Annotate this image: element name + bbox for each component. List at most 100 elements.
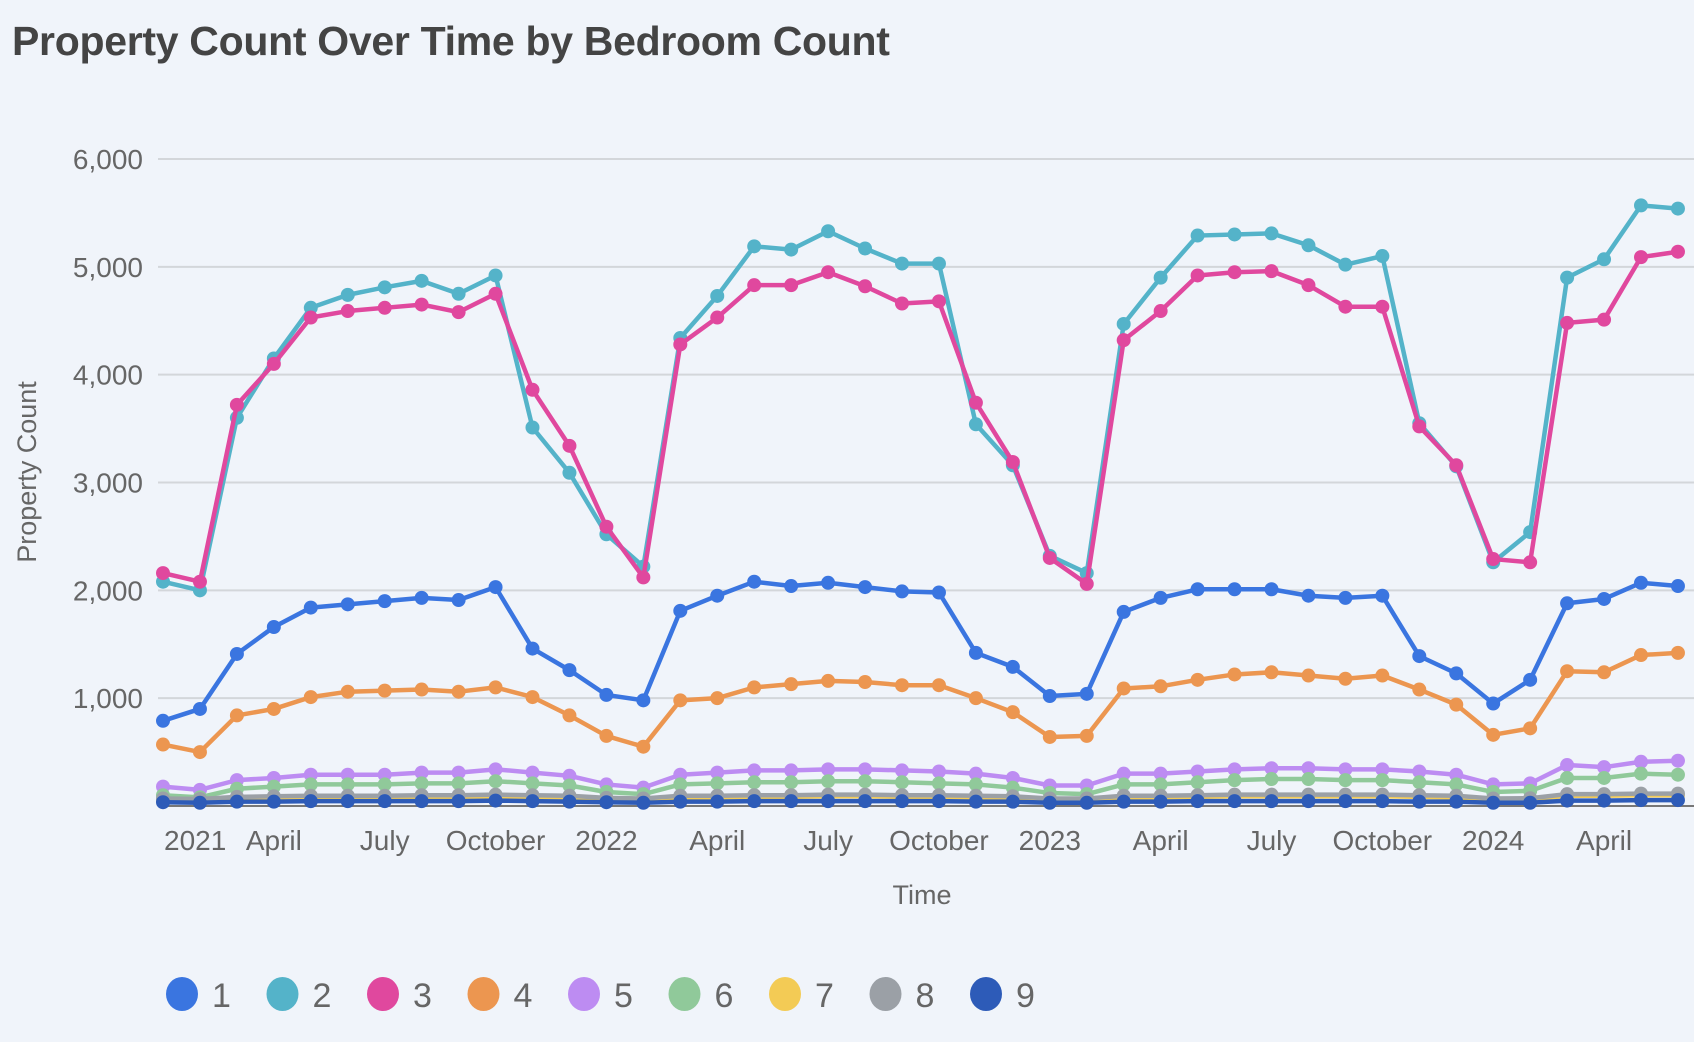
data-point[interactable]	[1634, 648, 1648, 663]
data-point[interactable]	[488, 680, 503, 695]
data-point[interactable]	[1153, 794, 1168, 809]
legend-item-4[interactable]: 4	[467, 977, 533, 1015]
data-point[interactable]	[488, 268, 503, 283]
data-point[interactable]	[377, 777, 392, 792]
data-point[interactable]	[562, 438, 577, 453]
data-point[interactable]	[1116, 681, 1131, 696]
data-point[interactable]	[229, 794, 244, 809]
data-point[interactable]	[1338, 299, 1353, 314]
data-point[interactable]	[451, 776, 466, 791]
legend-item-5[interactable]: 5	[568, 977, 633, 1015]
data-point[interactable]	[1116, 777, 1131, 792]
data-point[interactable]	[1597, 793, 1612, 808]
data-point[interactable]	[1190, 268, 1205, 283]
data-point[interactable]	[1560, 270, 1575, 285]
data-point[interactable]	[1412, 764, 1427, 779]
data-point[interactable]	[784, 242, 799, 257]
data-point[interactable]	[968, 777, 983, 792]
data-point[interactable]	[710, 765, 725, 780]
data-point[interactable]	[1005, 770, 1020, 785]
data-point[interactable]	[340, 777, 355, 792]
data-point[interactable]	[1375, 773, 1390, 788]
data-point[interactable]	[636, 739, 651, 754]
data-point[interactable]	[303, 300, 318, 315]
data-point[interactable]	[1153, 679, 1168, 694]
data-point[interactable]	[1375, 668, 1390, 683]
data-point[interactable]	[895, 794, 909, 809]
data-point[interactable]	[1264, 761, 1279, 776]
data-point[interactable]	[821, 673, 836, 688]
data-point[interactable]	[562, 663, 577, 678]
data-point[interactable]	[525, 765, 540, 780]
data-point[interactable]	[1153, 590, 1168, 605]
data-point[interactable]	[747, 680, 762, 695]
data-point[interactable]	[1634, 198, 1648, 213]
data-point[interactable]	[968, 417, 983, 432]
data-point[interactable]	[931, 256, 946, 271]
data-point[interactable]	[451, 684, 466, 699]
data-point[interactable]	[1486, 696, 1501, 711]
data-point[interactable]	[1042, 729, 1057, 744]
data-point[interactable]	[1634, 793, 1648, 808]
data-point[interactable]	[451, 305, 466, 320]
data-point[interactable]	[673, 603, 688, 618]
data-point[interactable]	[377, 767, 392, 782]
data-point[interactable]	[858, 774, 873, 789]
data-point[interactable]	[488, 580, 503, 595]
data-point[interactable]	[1227, 762, 1242, 777]
data-point[interactable]	[1264, 264, 1279, 279]
data-point[interactable]	[192, 795, 207, 810]
data-point[interactable]	[968, 395, 983, 410]
data-point[interactable]	[1375, 588, 1390, 603]
data-point[interactable]	[1153, 304, 1168, 319]
data-point[interactable]	[1412, 419, 1427, 434]
data-point[interactable]	[1375, 249, 1390, 264]
legend-item-7[interactable]: 7	[769, 977, 834, 1015]
data-point[interactable]	[562, 465, 577, 480]
data-point[interactable]	[303, 767, 318, 782]
data-point[interactable]	[968, 645, 983, 660]
data-point[interactable]	[1375, 794, 1390, 809]
legend-item-8[interactable]: 8	[869, 977, 935, 1015]
data-point[interactable]	[340, 794, 355, 809]
data-point[interactable]	[1597, 665, 1612, 680]
data-point[interactable]	[1449, 697, 1464, 712]
data-point[interactable]	[1190, 228, 1205, 243]
data-point[interactable]	[1338, 794, 1353, 809]
data-point[interactable]	[1670, 201, 1685, 216]
data-point[interactable]	[266, 779, 281, 794]
data-point[interactable]	[1597, 252, 1612, 267]
data-point[interactable]	[968, 691, 983, 706]
data-point[interactable]	[229, 708, 244, 723]
data-point[interactable]	[525, 794, 540, 809]
data-point[interactable]	[1597, 312, 1612, 327]
data-point[interactable]	[340, 287, 355, 302]
data-point[interactable]	[636, 570, 651, 585]
data-point[interactable]	[340, 767, 355, 782]
data-point[interactable]	[1338, 773, 1353, 788]
data-point[interactable]	[1670, 753, 1685, 768]
data-point[interactable]	[673, 794, 688, 809]
data-point[interactable]	[858, 674, 873, 689]
data-point[interactable]	[266, 794, 281, 809]
data-point[interactable]	[414, 590, 429, 605]
data-point[interactable]	[784, 278, 799, 293]
data-point[interactable]	[1560, 315, 1575, 330]
data-point[interactable]	[858, 241, 873, 256]
data-point[interactable]	[1042, 550, 1057, 565]
data-point[interactable]	[673, 767, 688, 782]
data-point[interactable]	[1486, 795, 1501, 810]
data-point[interactable]	[931, 776, 946, 791]
data-point[interactable]	[747, 278, 762, 293]
data-point[interactable]	[821, 575, 836, 590]
data-point[interactable]	[931, 764, 946, 779]
data-point[interactable]	[636, 795, 651, 810]
data-point[interactable]	[821, 224, 836, 239]
data-point[interactable]	[1375, 299, 1390, 314]
data-point[interactable]	[1412, 775, 1427, 790]
data-point[interactable]	[784, 794, 799, 809]
data-point[interactable]	[1449, 458, 1464, 473]
data-point[interactable]	[414, 273, 429, 288]
data-point[interactable]	[377, 594, 392, 609]
legend-item-1[interactable]: 1	[166, 977, 231, 1015]
